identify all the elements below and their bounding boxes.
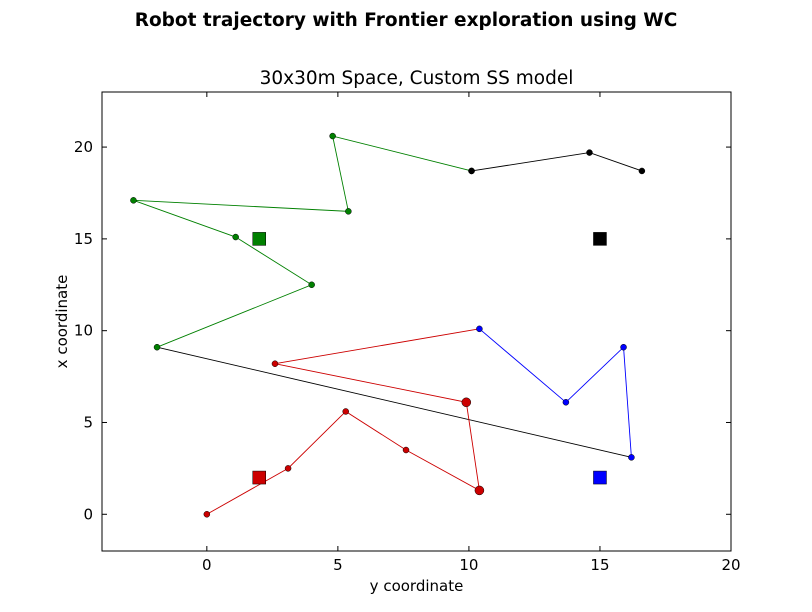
- x-tick-label: 15: [590, 556, 609, 574]
- data-point: [628, 454, 635, 461]
- data-point: [562, 399, 570, 406]
- y-tick-label: 15: [74, 230, 93, 248]
- data-point: [402, 446, 410, 454]
- square-marker: [593, 232, 607, 246]
- square-marker: [593, 470, 607, 485]
- square-marker: [252, 470, 266, 485]
- x-tick-label: 0: [202, 556, 212, 574]
- x-axis-label: y coordinate: [370, 577, 464, 595]
- data-point: [153, 343, 161, 351]
- data-point: [620, 343, 627, 351]
- y-tick-label: 0: [83, 505, 93, 523]
- data-point: [461, 397, 472, 408]
- series-markers: [130, 132, 646, 518]
- data-point: [468, 167, 475, 175]
- x-tick-label: 20: [721, 556, 740, 574]
- x-tick-label: 10: [459, 556, 478, 574]
- data-point: [586, 149, 593, 156]
- data-point: [284, 465, 292, 472]
- x-tick-label: 5: [333, 556, 343, 574]
- data-point: [203, 511, 211, 518]
- data-point: [232, 233, 239, 241]
- y-axis-label: x coordinate: [53, 275, 71, 369]
- data-point: [130, 197, 137, 204]
- data-point: [329, 132, 336, 140]
- square-marker: [252, 232, 266, 246]
- plot-area: [101, 91, 732, 552]
- data-point: [476, 325, 483, 333]
- connector-line: [156, 346, 632, 458]
- figure-suptitle: Robot trajectory with Frontier explorati…: [135, 10, 678, 31]
- data-point: [342, 408, 349, 415]
- y-tick-label: 20: [74, 138, 93, 156]
- axis-ticks: 0 5 10 15 20 0 5 10 15 20: [74, 92, 741, 574]
- y-tick-label: 10: [74, 322, 93, 340]
- chart-title: 30x30m Space, Custom SS model: [260, 68, 574, 89]
- data-point: [345, 208, 352, 215]
- square-markers: [252, 232, 607, 485]
- data-point: [271, 360, 279, 367]
- series-line-1: [479, 328, 632, 458]
- y-tick-label: 5: [83, 413, 93, 431]
- data-point: [308, 281, 315, 289]
- data-point: [638, 167, 646, 175]
- connector-line: [274, 328, 480, 365]
- data-point: [474, 485, 485, 496]
